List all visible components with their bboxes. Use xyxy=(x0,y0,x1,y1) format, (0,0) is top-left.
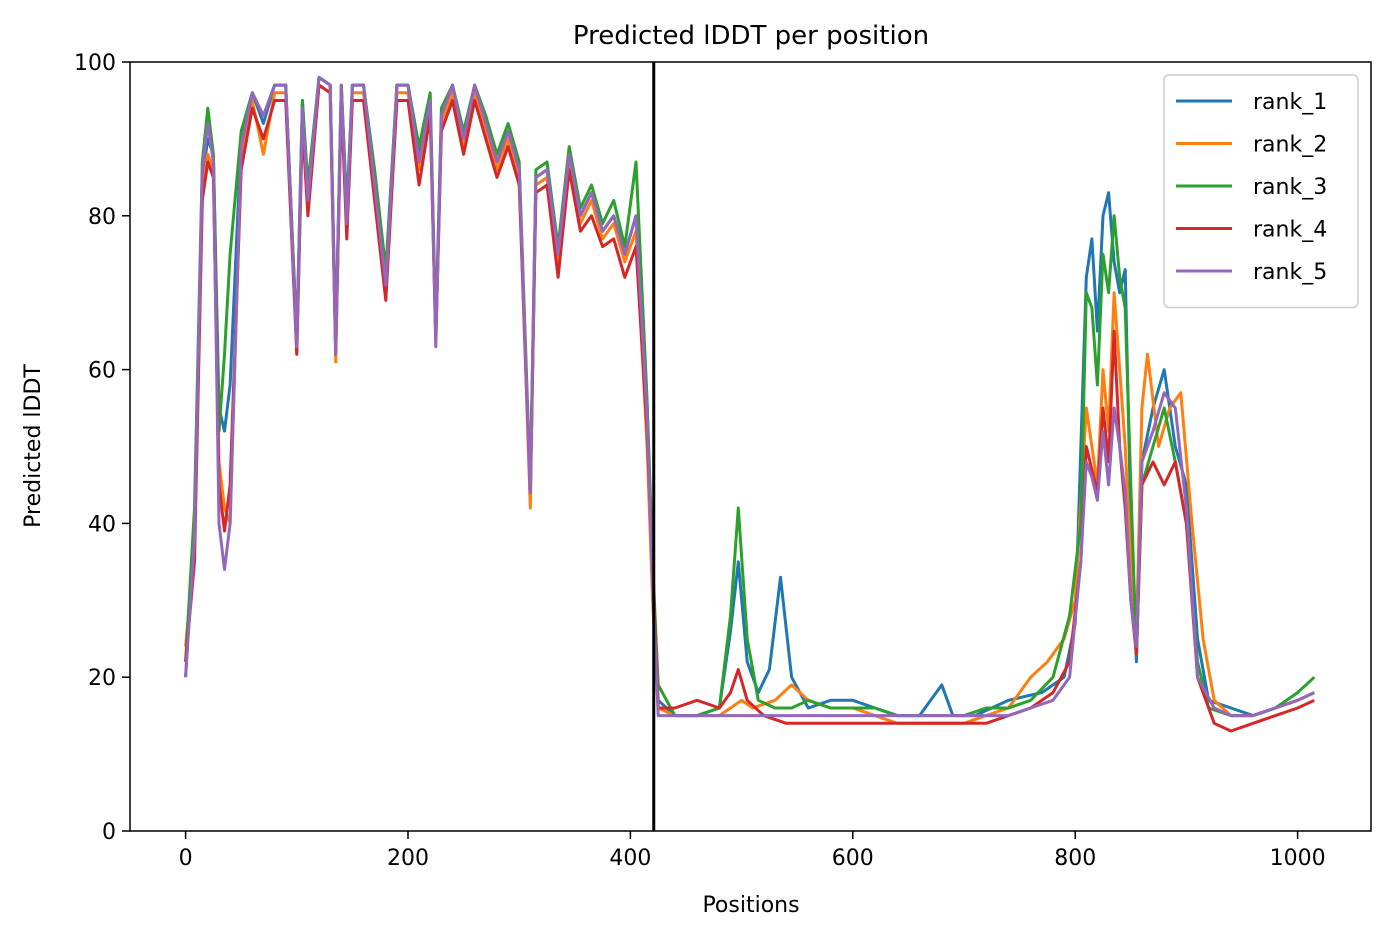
plot-frame xyxy=(129,61,1372,832)
y-tick-label: 0 xyxy=(102,820,116,845)
legend-box xyxy=(1163,74,1359,309)
x-tick-label: 800 xyxy=(1054,846,1096,871)
legend-label-rank_3: rank_3 xyxy=(1253,175,1327,200)
y-tick-label: 20 xyxy=(88,666,116,691)
series-line-rank_4 xyxy=(184,83,1315,733)
series-line-rank_3 xyxy=(184,75,1316,718)
series-line-rank_2 xyxy=(184,83,1315,725)
x-tick-label: 1000 xyxy=(1270,846,1326,871)
x-tick-label: 200 xyxy=(387,846,429,871)
series-layer xyxy=(184,75,1316,733)
y-tick-label: 80 xyxy=(88,205,116,230)
y-tick-label: 60 xyxy=(88,359,116,384)
legend-label-rank_1: rank_1 xyxy=(1253,90,1327,115)
y-tick-label: 40 xyxy=(88,512,116,537)
legend-label-rank_4: rank_4 xyxy=(1253,218,1327,243)
x-axis: 0 200 400 600 800 1000 xyxy=(179,831,1326,871)
y-axis: 0 20 40 60 80 100 xyxy=(74,51,130,845)
legend: rank_1 rank_2 rank_3 rank_4 rank_5 xyxy=(1163,74,1359,309)
x-tick-label: 600 xyxy=(832,846,874,871)
series-line-rank_1 xyxy=(184,75,1315,718)
x-tick-label: 0 xyxy=(179,846,193,871)
y-axis-label: Predicted lDDT xyxy=(21,364,46,528)
chart-title: Predicted lDDT per position xyxy=(573,21,929,51)
x-tick-label: 400 xyxy=(609,846,651,871)
x-axis-label: Positions xyxy=(702,893,799,918)
y-tick-label: 100 xyxy=(74,51,116,76)
legend-label-rank_5: rank_5 xyxy=(1253,260,1327,285)
legend-label-rank_2: rank_2 xyxy=(1253,133,1327,158)
series-line-rank_5 xyxy=(184,75,1315,718)
